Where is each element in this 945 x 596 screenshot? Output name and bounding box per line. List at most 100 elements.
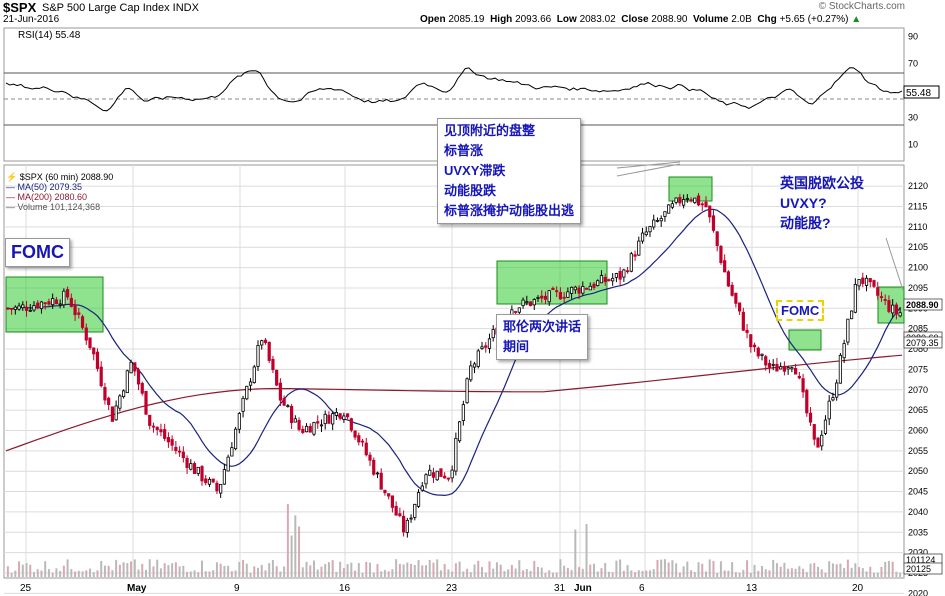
volume-bar — [391, 569, 394, 577]
candle-body — [764, 356, 768, 366]
volume-bar — [798, 566, 801, 577]
candle-body — [54, 299, 59, 305]
volume-bar — [264, 570, 267, 577]
volume-bar — [682, 566, 685, 577]
volume-bar — [249, 572, 252, 577]
annotation-top-box: 见顶附近的盘整 标普涨 UVXY滞跌 动能股跌 标普涨掩护动能股出逃 — [437, 118, 582, 224]
volume-bar — [574, 529, 577, 577]
volume-bar — [141, 563, 144, 577]
volume-bar — [458, 561, 461, 577]
annotation-line: UVXY? — [780, 195, 827, 211]
chg-value: +5.65 (+0.27%) — [779, 14, 849, 25]
volume-bar — [790, 568, 793, 577]
volume-bar — [667, 562, 670, 577]
candle-body — [166, 437, 170, 443]
volume-bar — [238, 561, 241, 577]
candle-body — [271, 358, 275, 371]
candle-body — [17, 305, 21, 310]
candle-body — [611, 277, 615, 282]
volume-bar — [443, 563, 446, 577]
volume-bar — [305, 561, 308, 577]
candle-body — [129, 361, 133, 374]
volume-bar — [637, 570, 640, 577]
candle-body — [107, 397, 111, 406]
index-name: S&P 500 Large Cap Index INDX — [42, 2, 199, 14]
candle-body — [551, 287, 555, 291]
candle-body — [767, 363, 772, 368]
volume-bar — [283, 566, 286, 577]
volume-bar — [33, 572, 35, 577]
callout-lines — [616, 161, 904, 291]
candle-body — [390, 495, 395, 508]
volume-bar — [174, 562, 177, 577]
candle-body — [379, 472, 383, 490]
volume-bar — [660, 559, 663, 577]
candle-body — [245, 385, 249, 400]
volume-bar — [615, 560, 618, 577]
candle-body — [140, 382, 144, 394]
volume-bar — [708, 559, 711, 577]
candle-body — [125, 370, 129, 394]
volume-bar — [716, 572, 719, 577]
volume-bar — [454, 563, 457, 577]
volume-bar — [719, 561, 722, 577]
volume-bar — [376, 564, 379, 577]
price-tick-label: 2120 — [908, 181, 928, 191]
candle-body — [360, 440, 365, 443]
candle-body — [562, 296, 566, 299]
low-label: Low — [556, 14, 577, 25]
candle-body — [51, 298, 55, 306]
candle-body — [189, 463, 193, 470]
volume-bar — [361, 572, 364, 577]
volume-bar — [85, 570, 88, 577]
volume-bar — [701, 563, 704, 577]
candle-body — [745, 329, 749, 333]
volume-bar — [891, 561, 894, 577]
candle-body — [797, 375, 801, 379]
candle-body — [248, 381, 253, 386]
volume-bar — [843, 567, 846, 577]
candle-body — [633, 254, 637, 257]
candle-body — [282, 397, 286, 406]
high-label: High — [490, 14, 513, 25]
volume-bar — [163, 563, 166, 577]
volume-bar — [869, 566, 872, 577]
candle-body — [286, 405, 290, 408]
volume-bar — [327, 562, 330, 577]
price-tick-label: 2020 — [908, 588, 928, 596]
callout-line-top — [616, 161, 681, 169]
volume-bar — [268, 563, 271, 577]
volume-bar — [6, 566, 9, 577]
candle-body — [771, 363, 775, 366]
candle-body — [588, 285, 592, 291]
candle-body — [618, 271, 622, 280]
volume-bar — [705, 571, 707, 577]
candle-body — [581, 286, 585, 294]
volume-bar — [630, 570, 633, 577]
x-axis-label: 31 — [554, 583, 566, 594]
volume-bar — [44, 561, 47, 577]
volume-bar — [242, 559, 245, 577]
candle-body — [491, 329, 495, 339]
candle-body — [476, 350, 480, 367]
volume-bar — [634, 572, 637, 577]
volume-bar — [253, 566, 256, 577]
volume-bar — [578, 567, 581, 577]
candle-body — [831, 397, 835, 401]
volume-bar — [290, 535, 293, 577]
candle-body — [592, 283, 596, 288]
candle-body — [517, 307, 521, 313]
candle-body — [297, 420, 301, 430]
volume-bar — [663, 559, 666, 577]
volume-bar — [585, 524, 588, 577]
candle-body — [584, 287, 589, 290]
candle-body — [670, 203, 675, 208]
candle-body — [838, 354, 843, 384]
candle-body — [626, 270, 630, 273]
candle-body — [708, 205, 712, 218]
volume-bar — [738, 572, 741, 577]
volume-bar — [887, 560, 890, 577]
volume-bar — [275, 566, 278, 577]
candle-body — [891, 304, 895, 314]
candle-body — [457, 421, 462, 442]
